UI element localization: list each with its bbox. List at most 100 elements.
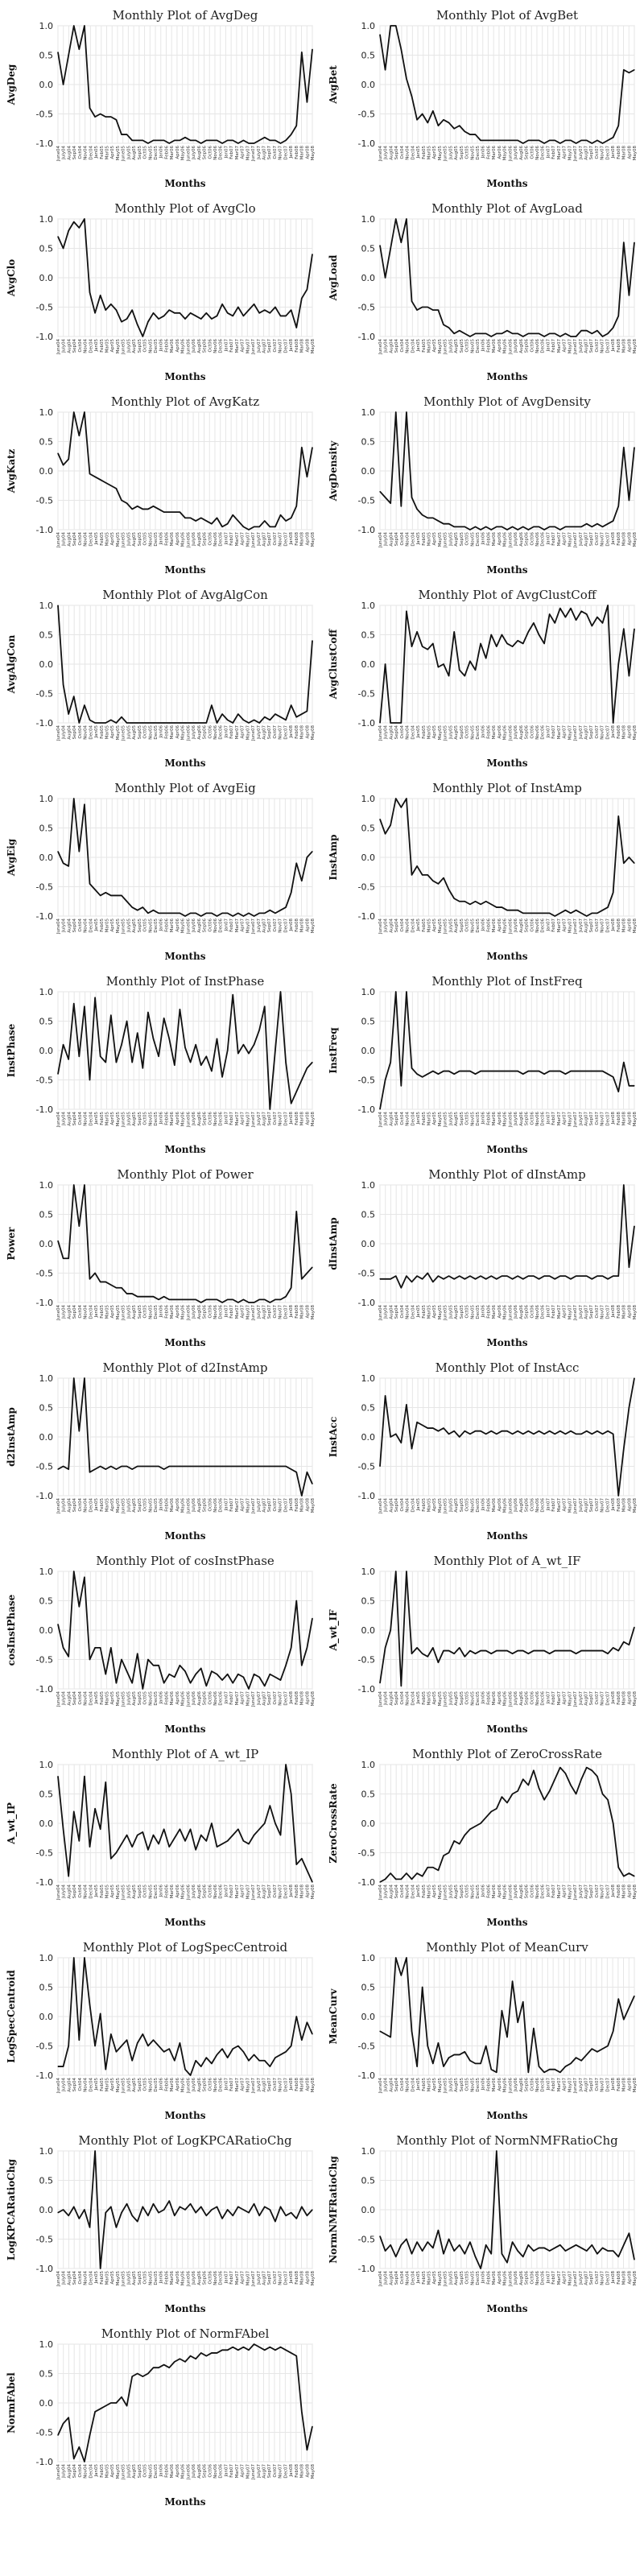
data-point xyxy=(453,1653,455,1654)
x-tick-label: Feb08 xyxy=(295,725,299,739)
x-tick-label: Nov05 xyxy=(148,146,153,160)
x-tick-label: Sep05 xyxy=(460,1305,464,1319)
data-point xyxy=(474,669,477,671)
x-tick-label: Sep05 xyxy=(138,919,142,933)
data-point xyxy=(131,508,133,510)
x-tick-label: Dec05 xyxy=(476,725,481,740)
data-point xyxy=(480,642,481,645)
x-tick-label: Oct04 xyxy=(400,1498,405,1512)
chart-panel: Monthly Plot of cosInstPhase 1.0 0.5 0.0 -0.… xyxy=(0,1554,322,1747)
x-tick-label: Nov06 xyxy=(213,1305,218,1319)
chart-title: Monthly Plot of InstAcc xyxy=(436,1360,580,1375)
x-tick-label: Mar07 xyxy=(557,339,562,353)
y-tick-label: 0.5 xyxy=(39,824,54,834)
data-point xyxy=(121,499,122,502)
x-tick-label: June05 xyxy=(122,2464,126,2480)
data-point xyxy=(543,642,545,645)
x-tick-label: Jan07 xyxy=(224,532,229,546)
x-tick-label: Jan08 xyxy=(611,1498,616,1512)
data-point xyxy=(543,912,545,914)
data-point xyxy=(543,2071,545,2073)
x-tick-label: May06 xyxy=(181,1305,186,1320)
data-point xyxy=(533,1275,535,1277)
x-tick-label: Jan06 xyxy=(481,1305,486,1319)
x-tick-label: Oct04 xyxy=(78,1305,83,1319)
x-tick-label: May05 xyxy=(116,1498,121,1513)
data-point xyxy=(480,529,481,530)
x-tick-label: Nov07 xyxy=(279,1305,283,1319)
data-point xyxy=(258,312,260,314)
x-tick-label: Aug04 xyxy=(67,146,72,160)
data-point xyxy=(306,289,308,291)
data-point xyxy=(147,1849,149,1851)
data-point xyxy=(586,523,588,525)
x-tick-label: Mar08 xyxy=(300,725,305,740)
data-point xyxy=(527,912,529,914)
x-tick-label: Jan06 xyxy=(159,532,164,546)
x-tick-label: July06 xyxy=(192,1885,196,1899)
y-tick-label: 1.0 xyxy=(361,794,376,804)
x-tick-label: Aug04 xyxy=(67,339,72,353)
x-tick-label: Nov04 xyxy=(406,1885,411,1899)
data-point xyxy=(285,1665,287,1666)
y-tick-label: -0.5 xyxy=(36,1848,53,1859)
data-point xyxy=(416,631,418,633)
data-point xyxy=(522,2256,524,2257)
x-tick-label: July04 xyxy=(384,532,389,547)
x-tick-label: July07 xyxy=(579,725,584,740)
x-tick-label: Dec05 xyxy=(154,2464,159,2479)
data-point xyxy=(379,490,381,493)
chart-svg: Monthly Plot of LogKPCARatioChg1.00.50.0… xyxy=(6,2133,316,2314)
y-tick-label: 0.5 xyxy=(39,1790,54,1800)
x-tick-label: Apr05 xyxy=(432,1112,437,1125)
x-tick-label: Feb07 xyxy=(229,1305,234,1319)
data-point xyxy=(453,898,455,899)
data-point xyxy=(168,722,170,724)
x-tick-label: Oct07 xyxy=(273,532,278,546)
x-tick-label: Apr07 xyxy=(241,2078,246,2091)
x-tick-label: Jan08 xyxy=(289,532,294,546)
data-point xyxy=(480,903,481,905)
data-point xyxy=(464,675,465,677)
x-tick-label: Feb08 xyxy=(617,725,621,739)
data-point xyxy=(158,1665,159,1666)
x-tick-label: Oct04 xyxy=(78,1691,83,1705)
x-tick-label: Feb06 xyxy=(164,2464,169,2478)
x-tick-label: Dec07 xyxy=(605,919,610,933)
x-tick-label: Apr08 xyxy=(627,532,632,546)
x-tick-label: Mar07 xyxy=(557,1498,562,1513)
x-tick-label: Mar06 xyxy=(492,1885,497,1899)
chart-svg: Monthly Plot of NormFAbel1.00.50.0-0.5-1… xyxy=(6,2326,316,2508)
x-tick-label: May06 xyxy=(503,1885,508,1900)
data-point xyxy=(580,526,582,527)
data-point xyxy=(200,1064,202,1066)
data-point xyxy=(89,2434,91,2436)
x-tick-label: May08 xyxy=(633,919,638,934)
data-point xyxy=(126,2203,128,2205)
x-tick-label: July05 xyxy=(126,1498,131,1513)
x-tick-label: Sep06 xyxy=(203,1498,208,1513)
x-tick-label: Feb07 xyxy=(551,146,556,159)
data-point xyxy=(464,901,465,902)
data-point xyxy=(432,1427,434,1429)
x-tick-label: Mar07 xyxy=(235,1885,240,1899)
data-point xyxy=(84,1184,85,1186)
y-tick-label: -1.0 xyxy=(36,138,53,149)
chart-title: Monthly Plot of AvgClo xyxy=(114,201,255,216)
x-tick-label: Mar07 xyxy=(557,532,562,547)
y-axis-label: AvgEig xyxy=(6,838,17,877)
x-tick-label: Jan07 xyxy=(546,1885,551,1898)
data-point xyxy=(100,479,101,481)
x-tick-label: Dec05 xyxy=(476,2271,481,2285)
data-point xyxy=(184,2209,186,2211)
data-point xyxy=(89,1658,91,1661)
x-tick-label: Dec05 xyxy=(476,2078,481,2092)
x-tick-label: July06 xyxy=(514,2078,518,2092)
data-point xyxy=(474,2062,477,2064)
data-point xyxy=(258,1298,260,1300)
data-point xyxy=(110,894,112,897)
x-tick-label: Sep06 xyxy=(525,919,530,933)
x-tick-label: June05 xyxy=(444,725,448,741)
data-point xyxy=(94,722,96,724)
x-tick-label: Feb08 xyxy=(295,2271,299,2285)
